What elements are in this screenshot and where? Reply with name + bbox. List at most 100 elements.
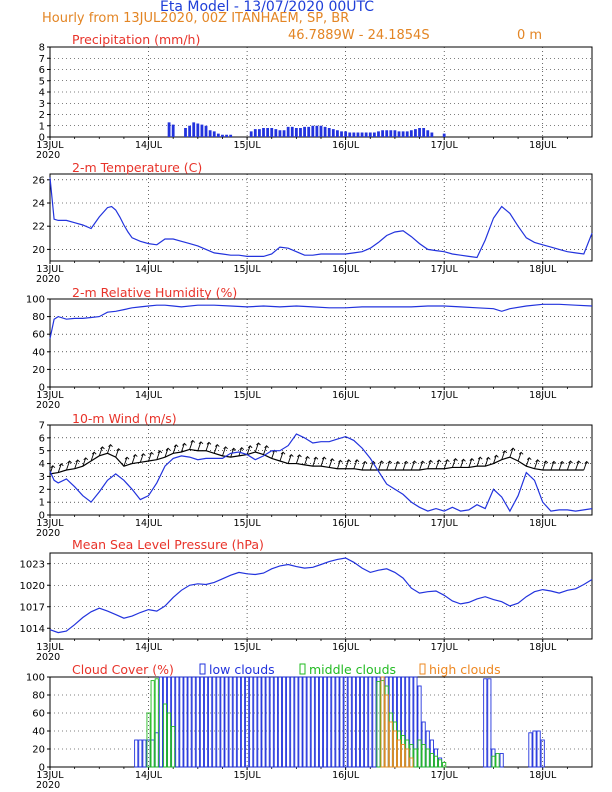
wind-vector-head — [50, 465, 56, 469]
pressure-xtick-label: 14JUL — [135, 642, 163, 653]
wind-vector — [336, 460, 341, 469]
middle-clouds-bar — [167, 712, 172, 768]
wind-vector-head — [387, 460, 393, 464]
humidity-ytick-label: 60 — [32, 330, 45, 341]
figure-subtitle: Hourly from 13JUL2020, 00Z ITANHAEM, SP,… — [42, 11, 350, 26]
wind-ytick-label: 7 — [39, 421, 45, 432]
wind-vector-head — [124, 456, 130, 460]
low-clouds-bar — [175, 676, 180, 768]
wind-vector-baseline — [49, 448, 584, 475]
wind-vector-head — [477, 456, 483, 460]
temperature-ytick-label: 20 — [32, 245, 45, 256]
wind-vector-head — [370, 460, 376, 464]
wind-vector — [312, 457, 317, 467]
low-clouds-bar — [171, 676, 176, 768]
wind-vector-head — [329, 458, 335, 462]
temperature-ytick-label: 24 — [32, 199, 45, 210]
temperature-ytick-label: 22 — [32, 222, 45, 233]
low-clouds-bar — [208, 676, 213, 768]
wind-vector — [197, 441, 202, 451]
wind-vector — [394, 461, 399, 471]
wind-vector — [542, 460, 547, 471]
high-clouds-bar — [380, 676, 385, 768]
precip-bar — [372, 132, 376, 137]
low-clouds-bar — [261, 676, 266, 768]
precip-bar — [262, 128, 265, 137]
wind-vector — [378, 460, 383, 471]
precip-bar — [331, 129, 335, 137]
precipitation-xtick-label: 14JUL — [135, 140, 163, 151]
precip-bar — [352, 132, 356, 137]
temperature-xtick-label: 15JUL — [234, 264, 262, 275]
low-clouds-bar — [167, 676, 172, 768]
wind-vector-head — [412, 460, 417, 464]
wind-frame — [49, 424, 593, 516]
middle-clouds-bar — [409, 744, 414, 768]
low-clouds-bar — [183, 676, 188, 768]
low-clouds-bar — [360, 676, 365, 768]
wind-vector — [460, 459, 464, 468]
temperature-xtick-label: 13JUL — [36, 264, 64, 275]
wind-vector-head — [58, 463, 64, 467]
precip-bar — [381, 130, 384, 137]
low-clouds-bar — [281, 676, 287, 768]
wind-title: 10-m Wind (m/s) — [72, 411, 177, 426]
wind-xtick-label: 15JUL — [234, 518, 262, 529]
middle-clouds-bar — [384, 685, 389, 768]
low-clouds-bar — [331, 676, 336, 768]
legend-label-high-clouds: high clouds — [429, 662, 501, 677]
wind-vector-head — [165, 447, 171, 451]
wind-xtick-label: 18JUL — [529, 518, 557, 529]
low-clouds-bar — [413, 676, 418, 768]
low-clouds-bar — [327, 676, 332, 768]
wind-vector — [74, 459, 79, 469]
wind-vector — [98, 446, 103, 457]
humidity-ytick-label: 80 — [32, 312, 45, 323]
wind-vector-head — [231, 447, 237, 451]
wind-vector-head — [338, 459, 343, 463]
wind-vector — [419, 460, 424, 471]
low-clouds-bar — [286, 676, 291, 768]
precip-bar — [311, 125, 315, 137]
precip-bar — [426, 130, 430, 137]
high-clouds-bar — [405, 748, 410, 768]
precipitation-ytick-label: 2 — [39, 110, 45, 121]
wind_speed-line — [49, 433, 593, 513]
high-clouds-bar — [392, 730, 397, 768]
humidity-title: 2-m Relative Humidity (%) — [72, 285, 237, 300]
legend-swatch-low-clouds — [199, 663, 206, 675]
low-clouds-bar — [134, 739, 139, 768]
low-clouds-bar — [483, 678, 488, 768]
legend-swatch-middle-clouds — [299, 663, 306, 675]
low-clouds-bar — [380, 676, 385, 768]
precip-bar — [401, 131, 405, 137]
wind-vector — [115, 448, 120, 458]
low-clouds-bar — [532, 730, 537, 768]
low-clouds-bar — [417, 685, 422, 768]
precip-bar — [200, 124, 204, 137]
low-clouds-bar — [277, 676, 282, 768]
wind-vector — [246, 445, 251, 455]
wind-vector — [222, 446, 227, 457]
wind-ytick-label: 3 — [39, 472, 45, 483]
precip-bar — [204, 125, 208, 137]
precip-bar — [270, 128, 274, 137]
wind-vector-head — [198, 441, 204, 445]
low-clouds-bar — [343, 676, 348, 768]
low-clouds-bar — [339, 676, 344, 768]
wind-vector — [279, 452, 284, 462]
wind-vector-head — [453, 457, 458, 461]
wind-vector-head — [206, 441, 212, 445]
wind-vector — [156, 450, 161, 460]
low-clouds-bar — [253, 676, 258, 768]
precip-bar — [225, 134, 228, 137]
wind-vector — [238, 447, 243, 457]
cloud-cover-title: Cloud Cover (%) — [72, 662, 174, 677]
wind-vector-head — [157, 450, 163, 454]
wind-vector-head — [321, 456, 327, 460]
middle-clouds-bar — [150, 680, 155, 768]
precip-bar — [364, 132, 368, 137]
precip-bar — [340, 131, 343, 137]
wind-vector-head — [420, 460, 425, 464]
wind-ytick-label: 5 — [39, 446, 45, 457]
